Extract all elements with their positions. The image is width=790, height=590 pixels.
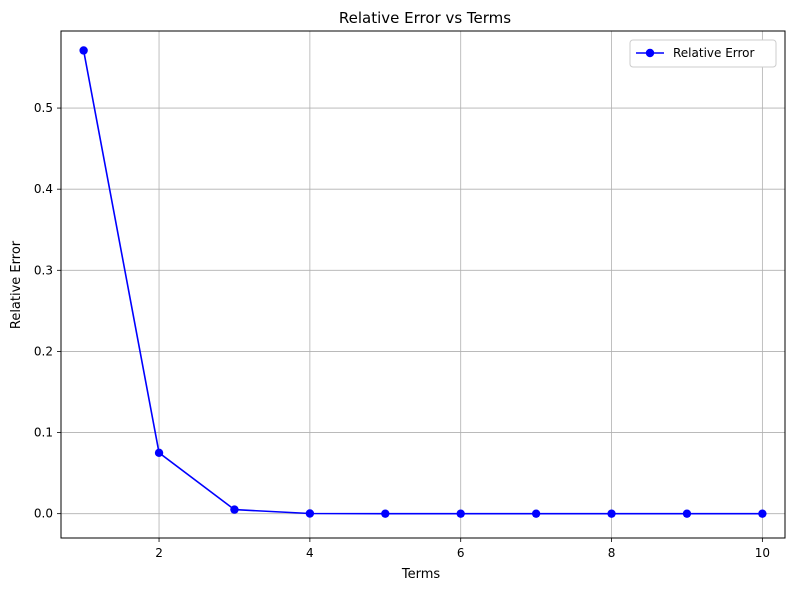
y-tick-label-5: 0.5 bbox=[34, 101, 53, 115]
data-point-0-1 bbox=[154, 448, 164, 458]
data-point-0-7 bbox=[607, 509, 616, 518]
data-point-0-6 bbox=[531, 509, 541, 518]
y-tick-label-3: 0.3 bbox=[34, 263, 53, 277]
legend-marker bbox=[645, 48, 655, 58]
data-point-0-8 bbox=[682, 509, 692, 518]
x-tick-label-2: 6 bbox=[457, 546, 465, 560]
y-tick-label-0: 0.0 bbox=[34, 507, 53, 521]
y-axis-label: Relative Error bbox=[9, 240, 24, 329]
data-point-0-5 bbox=[456, 509, 465, 518]
data-point-0-9 bbox=[758, 509, 767, 518]
series-layer bbox=[79, 46, 767, 518]
y-tick-label-1: 0.1 bbox=[34, 426, 53, 440]
x-tick-label-0: 2 bbox=[155, 546, 163, 560]
tick-layer: 2 4 6 8 10 0.0 0.1 0.2 0.3 0.4 0.5 bbox=[34, 101, 770, 560]
y-tick-label-2: 0.2 bbox=[34, 344, 53, 358]
x-tick-label-3: 8 bbox=[608, 546, 616, 560]
data-point-0-0 bbox=[79, 46, 88, 55]
series-line-0 bbox=[82, 50, 763, 515]
legend: Relative Error bbox=[629, 39, 777, 68]
x-tick-label-1: 4 bbox=[306, 546, 314, 560]
x-axis-label: Terms bbox=[401, 567, 441, 582]
legend-box bbox=[629, 39, 777, 68]
y-tick-label-4: 0.4 bbox=[34, 182, 53, 196]
legend-label: Relative Error bbox=[673, 46, 755, 60]
chart-title: Relative Error vs Terms bbox=[339, 9, 511, 27]
plot-frame bbox=[60, 30, 786, 539]
data-point-0-3 bbox=[305, 509, 315, 518]
data-point-0-2 bbox=[230, 505, 239, 514]
data-point-0-4 bbox=[381, 509, 390, 518]
x-tick-label-4: 10 bbox=[755, 546, 770, 560]
